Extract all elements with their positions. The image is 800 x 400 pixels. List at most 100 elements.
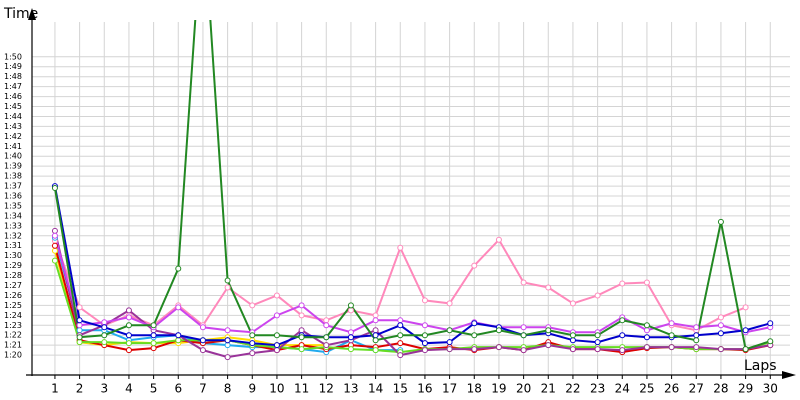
point bbox=[397, 317, 404, 324]
series-line bbox=[53, 235, 771, 334]
point bbox=[273, 312, 280, 319]
y-tick-label: 1:38 bbox=[4, 172, 22, 181]
point bbox=[224, 327, 231, 334]
point bbox=[594, 292, 601, 299]
point bbox=[175, 337, 182, 344]
point bbox=[397, 332, 404, 339]
point bbox=[446, 327, 453, 334]
point bbox=[199, 324, 206, 331]
point bbox=[76, 339, 83, 346]
point bbox=[323, 317, 330, 324]
x-tick-label: 26 bbox=[664, 382, 679, 396]
x-tick-label: 18 bbox=[467, 382, 482, 396]
point bbox=[249, 332, 256, 339]
point bbox=[150, 345, 157, 352]
x-tick-label: 28 bbox=[713, 382, 728, 396]
x-tick-label: 20 bbox=[516, 382, 531, 396]
point bbox=[347, 329, 354, 336]
y-tick-label: 1:35 bbox=[4, 201, 22, 210]
y-tick-label: 1:28 bbox=[4, 271, 22, 280]
point bbox=[150, 340, 157, 347]
point bbox=[273, 347, 280, 354]
point bbox=[224, 277, 231, 284]
x-tick-label: 24 bbox=[615, 382, 630, 396]
y-tick-label: 1:23 bbox=[4, 321, 22, 330]
plot-area bbox=[51, 20, 774, 361]
y-tick-label: 1:24 bbox=[4, 311, 22, 320]
point bbox=[742, 346, 749, 353]
y-tick-label: 1:21 bbox=[4, 341, 22, 350]
point bbox=[51, 247, 58, 254]
point bbox=[495, 236, 502, 243]
x-axis-title: Laps bbox=[744, 358, 777, 374]
point bbox=[471, 332, 478, 339]
point bbox=[76, 304, 83, 311]
x-tick-label: 25 bbox=[639, 382, 654, 396]
point bbox=[545, 284, 552, 291]
point bbox=[76, 327, 83, 334]
y-tick-label: 1:45 bbox=[4, 102, 22, 111]
point bbox=[175, 304, 182, 311]
point bbox=[421, 322, 428, 329]
y-tick-label: 1:44 bbox=[4, 112, 22, 121]
point bbox=[125, 332, 132, 339]
point bbox=[742, 304, 749, 311]
point bbox=[693, 344, 700, 351]
point bbox=[545, 327, 552, 334]
point bbox=[249, 302, 256, 309]
y-tick-label: 1:46 bbox=[4, 92, 22, 101]
series-line bbox=[53, 20, 771, 351]
x-tick-label: 30 bbox=[763, 382, 778, 396]
y-tick-label: 1:22 bbox=[4, 331, 22, 340]
point bbox=[569, 337, 576, 344]
point bbox=[569, 300, 576, 307]
point bbox=[249, 350, 256, 357]
point bbox=[668, 344, 675, 351]
point bbox=[619, 347, 626, 354]
point bbox=[125, 322, 132, 329]
point bbox=[372, 327, 379, 334]
point bbox=[347, 307, 354, 314]
x-tick-label: 11 bbox=[294, 382, 309, 396]
y-tick-label: 1:32 bbox=[4, 231, 22, 240]
y-tick-label: 1:33 bbox=[4, 221, 22, 230]
point bbox=[372, 317, 379, 324]
point bbox=[273, 292, 280, 299]
x-tick-label: 7 bbox=[199, 382, 207, 396]
point bbox=[298, 312, 305, 319]
y-tick-label: 1:48 bbox=[4, 72, 22, 81]
x-tick-label: 2 bbox=[76, 382, 84, 396]
point bbox=[619, 317, 626, 324]
x-tick-label: 9 bbox=[248, 382, 256, 396]
y-tick-label: 1:31 bbox=[4, 241, 22, 250]
y-tick-label: 1:20 bbox=[4, 351, 22, 360]
y-tick-label: 1:26 bbox=[4, 291, 22, 300]
point bbox=[446, 339, 453, 346]
point bbox=[101, 319, 108, 326]
point bbox=[347, 334, 354, 341]
point bbox=[347, 302, 354, 309]
y-tick-label: 1:25 bbox=[4, 301, 22, 310]
point bbox=[594, 332, 601, 339]
point bbox=[175, 265, 182, 272]
point bbox=[767, 338, 774, 345]
point bbox=[372, 347, 379, 354]
y-tick-label: 1:47 bbox=[4, 82, 22, 91]
point bbox=[717, 218, 724, 225]
x-tick-label: 8 bbox=[224, 382, 232, 396]
point bbox=[446, 300, 453, 307]
x-tick-label: 16 bbox=[417, 382, 432, 396]
point bbox=[643, 334, 650, 341]
point bbox=[668, 332, 675, 339]
point bbox=[545, 342, 552, 349]
x-tick-label: 10 bbox=[269, 382, 284, 396]
point bbox=[421, 332, 428, 339]
point bbox=[150, 332, 157, 339]
point bbox=[397, 244, 404, 251]
point bbox=[199, 347, 206, 354]
point bbox=[471, 320, 478, 327]
x-axis-arrow bbox=[782, 371, 796, 379]
x-tick-label: 22 bbox=[565, 382, 580, 396]
